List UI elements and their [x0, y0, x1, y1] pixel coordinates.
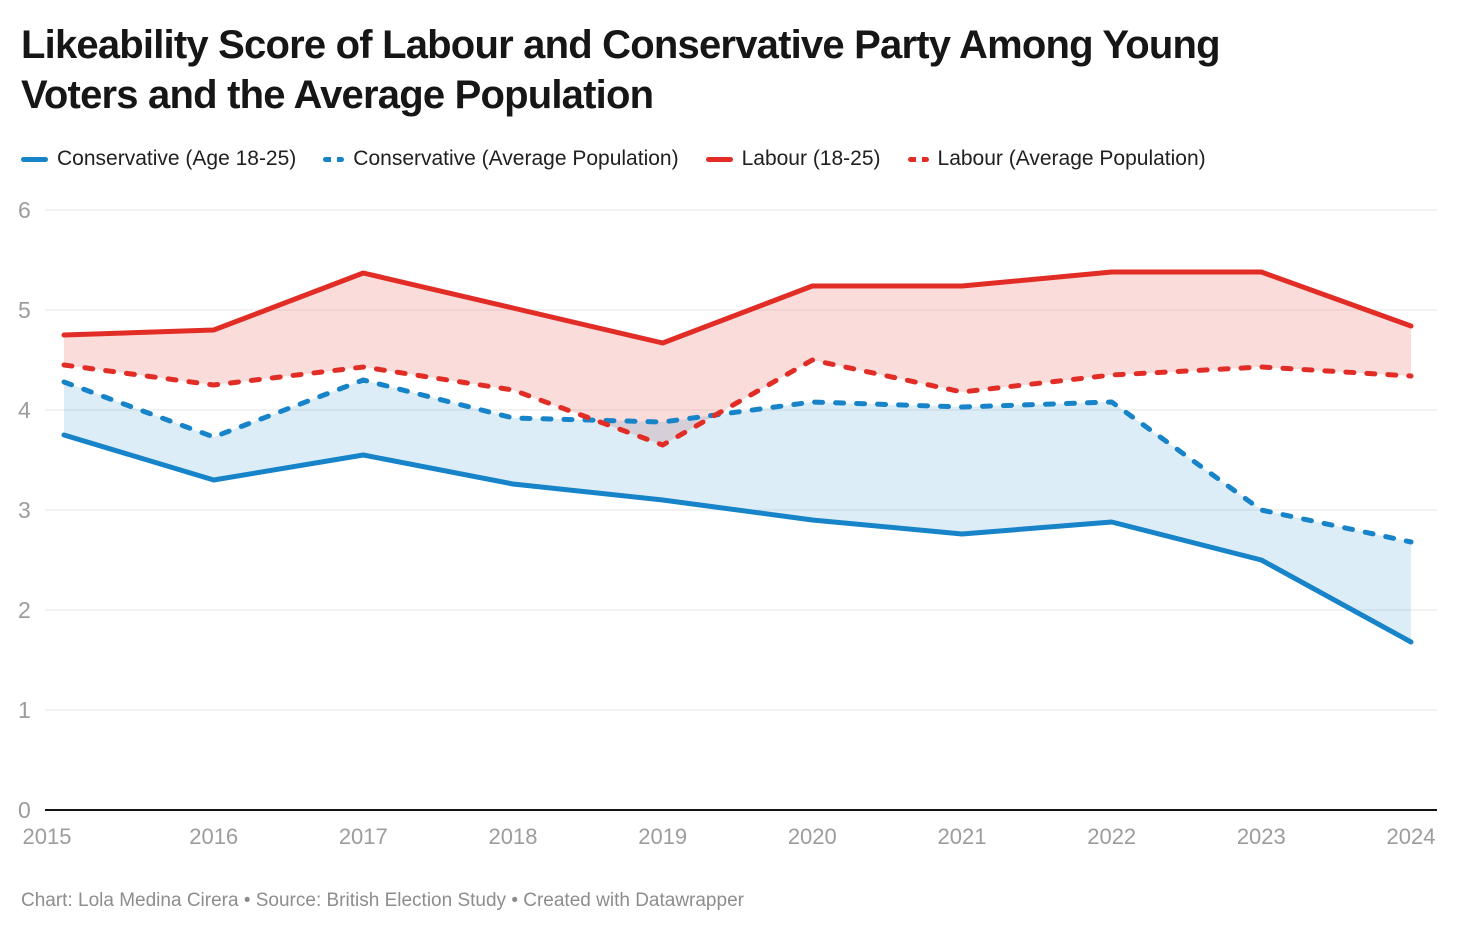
- area-0: [64, 272, 1411, 445]
- y-tick-label-2: 2: [18, 597, 31, 623]
- y-tick-label-3: 3: [18, 497, 31, 523]
- legend-label: Labour (Average Population): [937, 147, 1206, 170]
- chart-title-line-1: Likeability Score of Labour and Conserva…: [21, 23, 1221, 67]
- chart-legend: Conservative (Age 18-25) Conservative (A…: [21, 146, 1436, 172]
- chart-title-line-2: Voters and the Average Population: [21, 73, 654, 117]
- chart-plot-area: 0 1 2 3 4 5 6 2015 2016 2017 2018 2019 2020 2021 2022 2…: [0, 172, 1460, 872]
- x-tick-label-2019: 2019: [638, 824, 687, 849]
- series-line-1: [61, 377, 1414, 545]
- legend-item-labour-young: Labour (18-25): [705, 147, 881, 171]
- legend-swatch-conservative-young-line-icon: [21, 156, 48, 162]
- line-chart-svg: 0 1 2 3 4 5 6 2015 2016 2017 2018 2019 2020 2021 2022 2…: [18, 197, 1437, 849]
- legend-label: Conservative (Age 18-25): [57, 147, 297, 170]
- y-tick-label-4: 4: [18, 397, 31, 423]
- x-tick-label-2018: 2018: [489, 824, 538, 849]
- x-tick-label-2016: 2016: [189, 824, 238, 849]
- legend-swatch-labour-average-dashed-line-icon: [907, 156, 929, 162]
- area-1: [64, 380, 1411, 642]
- y-tick-label-5: 5: [18, 297, 31, 323]
- series-line-2: [61, 269, 1414, 346]
- legend-label: Conservative (Average Population): [353, 147, 679, 170]
- x-tick-label-2024: 2024: [1387, 824, 1436, 849]
- legend-label: Labour (18-25): [741, 147, 881, 170]
- x-tick-label-2023: 2023: [1237, 824, 1286, 849]
- y-tick-label-1: 1: [18, 697, 31, 723]
- chart-footer: Chart: Lola Medina Cirera • Source: Brit…: [21, 890, 744, 911]
- legend-item-labour-average: Labour (Average Population): [907, 147, 1206, 171]
- y-tick-label-0: 0: [18, 797, 31, 823]
- x-tick-label-2022: 2022: [1087, 824, 1136, 849]
- series-line-0: [61, 432, 1414, 645]
- legend-swatch-labour-young-line-icon: [705, 156, 733, 162]
- y-tick-label-6: 6: [18, 197, 31, 223]
- legend-item-conservative-young: Conservative (Age 18-25): [21, 147, 296, 171]
- legend-swatch-conservative-average-dashed-line-icon: [323, 156, 345, 162]
- x-tick-label-2015: 2015: [23, 824, 72, 849]
- legend-item-conservative-average: Conservative (Average Population): [323, 147, 679, 171]
- x-tick-label-2017: 2017: [339, 824, 388, 849]
- series-line-3: [61, 357, 1414, 448]
- x-tick-label-2020: 2020: [788, 824, 837, 849]
- x-tick-label-2021: 2021: [938, 824, 987, 849]
- chart-title: Likeability Score of Labour and Conserva…: [21, 20, 1436, 120]
